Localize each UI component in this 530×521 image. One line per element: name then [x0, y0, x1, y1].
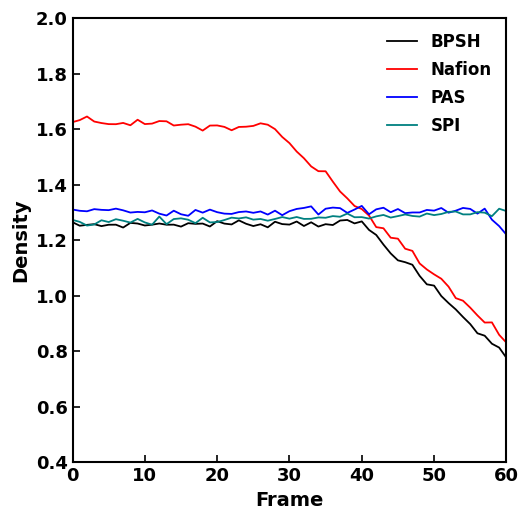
BPSH — [301, 223, 307, 229]
SPI — [337, 214, 343, 220]
PAS — [221, 210, 227, 217]
PAS — [359, 203, 365, 209]
BPSH — [171, 221, 177, 228]
Nafion — [69, 119, 76, 125]
PAS — [453, 207, 459, 214]
PAS — [69, 206, 76, 213]
BPSH — [156, 220, 163, 227]
X-axis label: Frame: Frame — [255, 491, 324, 510]
SPI — [453, 208, 459, 215]
BPSH — [330, 222, 336, 228]
SPI — [163, 221, 170, 227]
SPI — [308, 216, 314, 222]
Nafion — [178, 121, 184, 128]
SPI — [503, 208, 509, 214]
PAS — [171, 207, 177, 214]
BPSH — [344, 217, 350, 223]
Line: PAS: PAS — [73, 206, 506, 234]
SPI — [69, 217, 76, 223]
Line: BPSH: BPSH — [73, 220, 506, 358]
PAS — [503, 231, 509, 238]
Nafion — [228, 127, 235, 133]
Legend: BPSH, Nafion, PAS, SPI: BPSH, Nafion, PAS, SPI — [380, 27, 498, 142]
BPSH — [69, 219, 76, 225]
Nafion — [308, 163, 314, 169]
PAS — [156, 210, 163, 217]
PAS — [330, 204, 336, 210]
Nafion — [337, 189, 343, 195]
SPI — [228, 215, 235, 221]
SPI — [178, 215, 184, 221]
Line: Nafion: Nafion — [73, 117, 506, 343]
Nafion — [84, 114, 90, 120]
SPI — [84, 222, 90, 229]
BPSH — [453, 306, 459, 313]
SPI — [496, 206, 502, 212]
Nafion — [503, 340, 509, 346]
PAS — [301, 205, 307, 211]
BPSH — [221, 220, 227, 227]
Line: SPI: SPI — [73, 209, 506, 226]
Y-axis label: Density: Density — [11, 199, 30, 282]
Nafion — [453, 295, 459, 301]
Nafion — [163, 118, 170, 125]
BPSH — [503, 355, 509, 361]
